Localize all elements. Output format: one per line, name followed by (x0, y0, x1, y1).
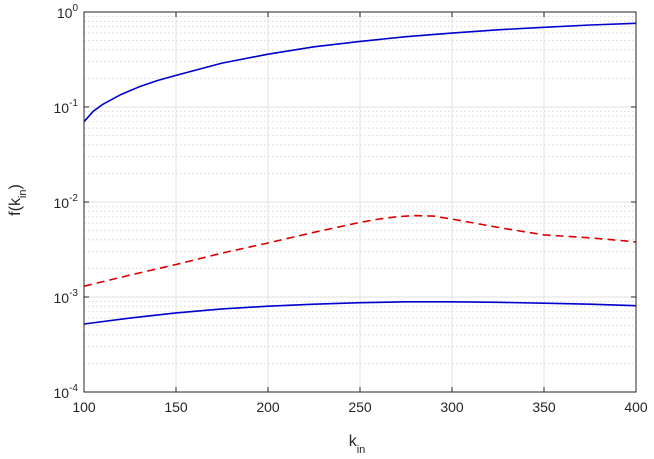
series-line-3 (83, 300, 637, 325)
y-tick-label-base: 10 (57, 5, 73, 21)
y-axis-label-prefix: f(k (7, 197, 24, 216)
y-tick-label: 10-2 (54, 193, 79, 211)
x-tick-label: 400 (624, 399, 648, 415)
y-tick-label-exponent: 0 (72, 3, 78, 14)
x-tick-label: 200 (256, 399, 280, 415)
y-tick-label-exponent: -3 (69, 288, 78, 299)
x-tick-label: 100 (72, 399, 96, 415)
y-axis-label-subscript: in (17, 189, 29, 198)
x-tick-label: 250 (348, 399, 372, 415)
y-tick-label-base: 10 (54, 100, 70, 116)
y-tick-label: 10-1 (54, 98, 79, 116)
y-tick-label-base: 10 (54, 195, 70, 211)
series-layer (83, 22, 637, 325)
y-axis-label: f(kin) (7, 184, 29, 216)
y-tick-label-base: 10 (54, 290, 70, 306)
y-tick-label: 10-4 (54, 383, 79, 401)
y-tick-label-exponent: -4 (69, 383, 78, 394)
series-line-1 (83, 22, 637, 123)
x-axis-label-base: k (349, 433, 358, 450)
x-axis-ticks: 100 150 200 250 300 350 400 (72, 12, 648, 415)
y-tick-label: 100 (57, 3, 79, 21)
x-axis-label: kin (349, 433, 366, 456)
y-tick-label: 10-3 (54, 288, 79, 306)
x-axis-label-subscript: in (357, 444, 366, 456)
y-tick-label-exponent: -2 (69, 193, 78, 204)
y-axis-label-suffix: ) (7, 184, 24, 189)
y-tick-label-base: 10 (54, 385, 70, 401)
x-tick-label: 150 (164, 399, 188, 415)
x-tick-label: 350 (532, 399, 556, 415)
series-line-2 (83, 214, 637, 287)
y-tick-label-exponent: -1 (69, 98, 78, 109)
x-tick-label: 300 (440, 399, 464, 415)
